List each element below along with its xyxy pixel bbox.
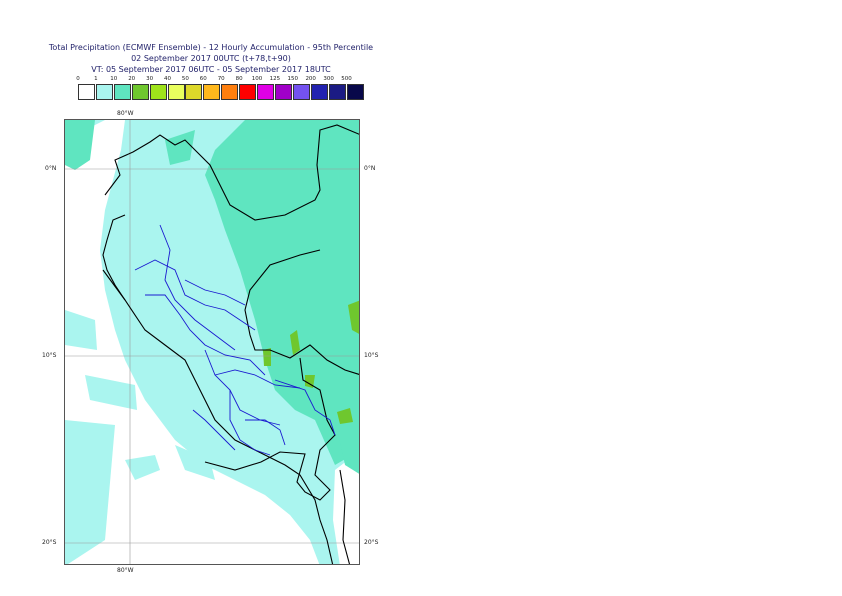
dry-region-ocean <box>65 120 320 564</box>
streak-3 <box>175 445 215 480</box>
precipitation-map: 80°W <box>64 119 360 565</box>
legend-swatch <box>113 84 131 100</box>
streak-1 <box>65 310 97 350</box>
legend-swatch <box>131 84 149 100</box>
legend-tick-label: 200 <box>305 76 316 82</box>
graticule <box>65 120 359 564</box>
legend-tick-label: 125 <box>269 76 281 82</box>
legend-tick-label: 30 <box>146 76 154 82</box>
department-borders <box>134 224 336 456</box>
legend-swatch <box>257 84 274 100</box>
precip-high-3 <box>305 375 315 388</box>
legend-tick-label: 100 <box>251 76 263 82</box>
legend-tick-label: 500 <box>341 76 352 82</box>
precip-medium-3 <box>165 130 195 165</box>
dry-region-south <box>333 451 359 564</box>
legend-tick-label: 60 <box>199 76 207 82</box>
map-svg <box>65 120 359 564</box>
precip-medium <box>205 120 359 465</box>
legend-tick-label: 150 <box>287 76 299 82</box>
precip-high-5 <box>263 348 271 366</box>
title-line-3: VT: 05 September 2017 06UTC - 05 Septemb… <box>91 65 331 74</box>
legend-swatch <box>221 84 239 100</box>
legend-swatch <box>310 84 328 100</box>
lon-label-top-outer: 80°W <box>117 110 134 117</box>
legend-swatch <box>328 84 346 100</box>
title-line-2: 02 September 2017 00UTC (t+78,t+90) <box>131 54 291 63</box>
lat-label-left-10: 10°S <box>42 352 57 359</box>
legend-tick-label: 1 <box>94 76 98 82</box>
legend-tick-label: 70 <box>217 76 225 82</box>
precip-medium-2 <box>65 120 95 170</box>
lat-label-right-20: 20°S <box>364 539 379 546</box>
legend-tick-label: 80 <box>235 76 243 82</box>
legend-swatch <box>78 84 95 100</box>
lat-label-left-0: 0°N <box>45 165 57 172</box>
legend-swatch <box>149 84 167 100</box>
precip-high-4 <box>337 408 353 424</box>
legend-swatch <box>167 84 185 100</box>
lat-label-right-10: 10°S <box>364 352 379 359</box>
precip-medium-4 <box>335 410 359 474</box>
streak-2 <box>65 420 115 564</box>
legend-swatch <box>274 84 292 100</box>
legend-swatch <box>185 84 203 100</box>
precip-high-2 <box>290 330 300 355</box>
legend-tick-label: 300 <box>323 76 334 82</box>
legend-tick-label: 10 <box>110 76 118 82</box>
legend-swatch <box>292 84 310 100</box>
legend-swatch <box>239 84 257 100</box>
legend-tick-label: 40 <box>164 76 171 82</box>
precip-high-1 <box>348 300 359 334</box>
streak-5 <box>85 375 137 410</box>
legend-swatch <box>95 84 113 100</box>
legend-swatch <box>203 84 221 100</box>
country-borders <box>102 124 359 564</box>
legend-tick-label: 0 <box>76 76 80 82</box>
legend-swatch <box>346 84 364 100</box>
legend-tick-label: 20 <box>128 76 136 82</box>
legend-tick-label: 50 <box>181 76 189 82</box>
streak-4 <box>125 455 160 480</box>
title-line-1: Total Precipitation (ECMWF Ensemble) - 1… <box>48 43 374 52</box>
lat-label-right-0: 0°N <box>364 165 376 172</box>
lat-label-left-20: 20°S <box>42 539 57 546</box>
lon-label-bottom: 80°W <box>117 567 134 574</box>
